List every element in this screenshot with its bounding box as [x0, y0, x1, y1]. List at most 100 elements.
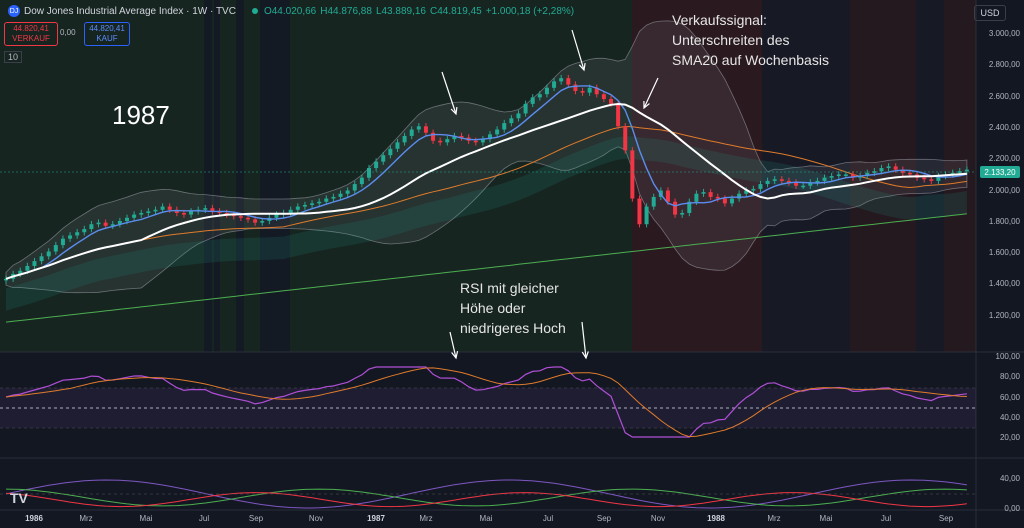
candle-body [75, 232, 80, 236]
candle-body [181, 212, 186, 215]
candle-body [786, 180, 791, 183]
time-tick: Jul [880, 514, 892, 523]
sell-signal-line-1: Verkaufssignal: [672, 12, 767, 28]
last-price-tag: 2.133,20 [980, 166, 1020, 178]
oscillator-plus-line [5, 488, 967, 507]
slow-moving-average [5, 213, 967, 323]
rsi-line [5, 366, 967, 438]
candle-body [96, 222, 101, 225]
time-tick: Sep [248, 514, 264, 523]
candle-body [288, 209, 293, 213]
candle-body [125, 217, 129, 222]
candle-body [174, 209, 179, 213]
candle-body [210, 208, 215, 212]
candle-body [815, 180, 820, 183]
candle-body [509, 118, 514, 124]
candle-body [623, 126, 628, 151]
candle-body [374, 161, 379, 169]
dark-stripe [236, 0, 244, 352]
candle-body [4, 278, 8, 281]
indicator-toggle[interactable]: 10 [4, 50, 26, 64]
dark-stripe [214, 0, 220, 352]
annotation-arrowhead [643, 100, 650, 110]
ohlc-change: +1.000,18 (+2,28%) [485, 5, 575, 17]
candle-body [651, 196, 656, 207]
candle-body [253, 219, 258, 223]
candle-body [495, 129, 500, 135]
candle-body [395, 142, 400, 149]
candle-body [302, 204, 307, 207]
time-tick: 1986 [25, 514, 43, 523]
bear-zone-background [632, 0, 762, 352]
candle-body [438, 140, 443, 143]
oscillator-line [5, 479, 967, 509]
candle-body [260, 221, 265, 223]
index-badge-icon[interactable]: DJ [8, 5, 20, 17]
candle-body [587, 87, 592, 93]
candle-body [110, 224, 115, 226]
oscillator-tick: 40,00 [999, 474, 1020, 483]
price-tick: 1.200,00 [988, 310, 1020, 320]
candle-body [552, 81, 557, 88]
time-tick: Mai [479, 514, 493, 523]
candle-body [794, 182, 799, 186]
sell-price: 44.820,41 [13, 24, 49, 33]
ohlc-low: L43.889,16 [375, 5, 426, 17]
candle-body [865, 172, 870, 177]
candle-body [680, 212, 685, 215]
candle-body [103, 222, 108, 226]
candle-body [502, 123, 507, 130]
candle-body [708, 192, 713, 197]
candle-body [388, 148, 393, 156]
candle-body [224, 212, 229, 215]
oscillator-minus-line [5, 492, 967, 508]
candle-body [957, 171, 962, 173]
currency-selector[interactable]: USD [974, 5, 1006, 21]
candle-body [744, 190, 749, 194]
rsi-tick: 60,00 [999, 392, 1020, 402]
sell-button[interactable]: 44.820,41 VERKAUF [4, 22, 58, 46]
candle-body [936, 176, 941, 181]
candle-body [851, 174, 855, 178]
candle-body [858, 176, 863, 178]
time-tick: Sep [938, 514, 954, 523]
price-tick: 2.400,00 [988, 122, 1020, 132]
rsi-note-line-2: Höhe oder [460, 300, 526, 316]
buy-button[interactable]: 44.820,41 KAUF [84, 22, 130, 46]
candle-body [146, 211, 151, 213]
tradingview-logo-icon[interactable]: TV [10, 490, 28, 506]
sell-label: VERKAUF [12, 34, 50, 43]
candle-body [836, 174, 841, 177]
candle-body [801, 185, 806, 188]
candle-body [246, 217, 250, 220]
sma20-line [5, 102, 967, 280]
candle-body [459, 135, 464, 138]
candle-body [829, 176, 834, 178]
candle-body [167, 206, 172, 210]
price-tick: 3.000,00 [988, 29, 1020, 38]
candle-body [160, 206, 165, 210]
candle-body [687, 201, 692, 213]
year-annotation: 1987 [112, 100, 170, 130]
candle-body [310, 203, 315, 205]
price-tick: 1.800,00 [988, 216, 1020, 226]
candle-body [46, 251, 51, 257]
candle-body [132, 214, 137, 218]
candle-body [60, 238, 65, 246]
symbol-title[interactable]: Dow Jones Industrial Average Index · 1W … [24, 5, 236, 17]
price-tick: 1.600,00 [988, 248, 1020, 258]
candle-body [367, 168, 371, 178]
candle-body [566, 78, 571, 85]
candle-body [203, 208, 208, 210]
market-open-dot-icon [251, 8, 258, 14]
time-tick: 1987 [367, 514, 385, 523]
rsi-annotation: RSI mit gleicher Höhe oder niedrigeres H… [460, 278, 566, 338]
buy-label: KAUF [96, 34, 118, 43]
candle-body [637, 198, 642, 225]
rsi-tick: 80,00 [999, 372, 1020, 382]
candle-body [523, 103, 528, 114]
mid-moving-average [5, 125, 967, 280]
candle-body [644, 206, 649, 225]
